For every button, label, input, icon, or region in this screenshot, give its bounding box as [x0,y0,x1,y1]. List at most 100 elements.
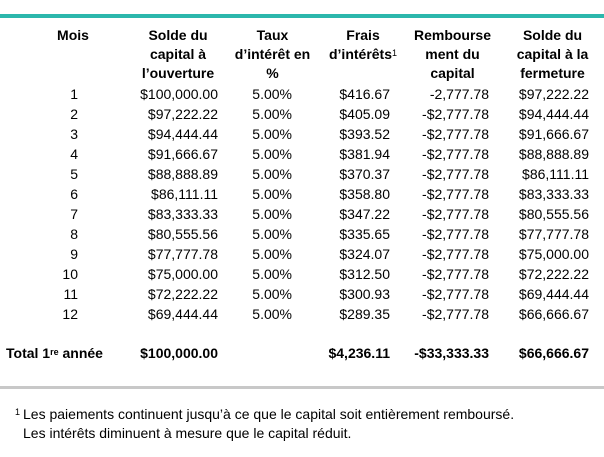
cell-capital-repayment: -$2,777.78 [422,266,489,282]
cell-opening-balance: $77,777.78 [147,246,218,262]
total-label-post: année [58,345,103,361]
cell-opening-balance: $72,222.22 [147,286,218,302]
cell-opening-balance: $100,000.00 [140,86,218,102]
cell-interest-rate: 5.00% [252,306,292,322]
cell-opening-balance: $83,333.33 [147,206,218,222]
cell-opening-balance: $94,444.44 [147,126,218,142]
cell-opening-balance: $86,111.11 [151,186,218,202]
cell-closing-balance: $94,444.44 [518,106,589,122]
cell-closing-balance: $72,222.22 [518,266,589,282]
cell-month: 12 [62,306,78,322]
footnote-line-2: Les intérêts diminuent à mesure que le c… [23,425,352,441]
table-row: 12 $69,444.44 5.00% $289.35 -$2,777.78 $66,66… [0,304,604,324]
cell-interest-charges: $370.37 [339,166,390,182]
table-row: 4 $91,666.67 5.00% $381.94 -$2,777.78 $88,888… [0,144,604,164]
cell-opening-balance: $69,444.44 [147,306,218,322]
header-month-line: Mois [57,27,89,43]
top-accent-rule [0,14,604,18]
cell-interest-rate: 5.00% [252,246,292,262]
header-opening-line-2: capital à [149,46,207,62]
cell-interest-charges: $358.80 [339,186,390,202]
cell-interest-rate: 5.00% [252,286,292,302]
cell-interest-rate: 5.00% [252,166,292,182]
cell-capital-repayment: -$2,777.78 [422,246,489,262]
cell-capital-repayment: -2,777.78 [429,86,489,102]
footnote-marker: 1 [15,407,21,417]
cell-interest-charges: $335.65 [339,226,390,242]
table-row: 7 $83,333.33 5.00% $347.22 -$2,777.78 $80,555… [0,204,604,224]
footnote-text-1: Les paiements continuent jusqu’à ce que … [23,406,515,422]
header-repayment-line-2: ment du [425,46,480,62]
cell-month: 1 [70,86,78,102]
header-repayment-line-1: Rembourse [413,27,492,43]
cell-month: 2 [70,106,78,122]
total-interest: $4,236.11 [328,345,390,361]
table-row: 3 $94,444.44 5.00% $393.52 -$2,777.78 $91,666… [0,124,604,144]
footnote-ref-marker: 1 [392,48,398,58]
footnote: 1 Les paiements continuent jusqu’à ce que… [15,405,514,443]
cell-closing-balance: $91,666.67 [518,126,589,142]
cell-closing-balance: $88,888.89 [518,146,589,162]
total-repayment: -$33,333.33 [414,345,489,361]
header-rate-line-3: % [266,65,279,81]
cell-month: 7 [70,206,78,222]
cell-interest-rate: 5.00% [252,186,292,202]
cell-month: 11 [63,286,78,302]
cell-opening-balance: $80,555.56 [147,226,218,242]
total-closing: $66,666.67 [518,345,589,361]
table-row: 9 $77,777.78 5.00% $324.07 -$2,777.78 $75,000… [0,244,604,264]
header-month: Mois [38,26,108,45]
bottom-divider-rule [0,386,604,389]
cell-opening-balance: $91,666.67 [147,146,218,162]
header-closing-line-1: Solde du [522,27,583,43]
cell-capital-repayment: -$2,777.78 [422,306,489,322]
cell-month: 8 [70,226,78,242]
cell-interest-charges: $324.07 [339,246,390,262]
table-row: 10 $75,000.00 5.00% $312.50 -$2,777.78 $72,22… [0,264,604,284]
header-interest-rate: Taux d’intérêt en % [225,26,320,83]
cell-capital-repayment: -$2,777.78 [422,106,489,122]
cell-interest-charges: $289.35 [339,306,390,322]
header-repayment-line-3: capital [430,65,475,81]
cell-opening-balance: $97,222.22 [147,106,218,122]
table-row: 6 $86,111.11 5.00% $358.80 -$2,777.78 $83,333… [0,184,604,204]
cell-month: 9 [70,246,78,262]
cell-capital-repayment: -$2,777.78 [422,146,489,162]
cell-interest-charges: $393.52 [339,126,390,142]
total-opening: $100,000.00 [140,345,218,361]
header-rate-line-1: Taux [256,27,289,43]
header-closing-balance: Solde du capital à la fermeture [505,26,600,83]
cell-interest-charges: $300.93 [339,286,390,302]
cell-month: 3 [70,126,78,142]
cell-interest-charges: $416.67 [339,86,390,102]
cell-interest-rate: 5.00% [252,146,292,162]
cell-interest-charges: $312.50 [339,266,390,282]
header-interest-line-2: d’intérêts1 [318,45,408,64]
header-interest-line-1: Frais [346,27,380,43]
total-label-pre: Total 1 [6,345,51,361]
cell-capital-repayment: -$2,777.78 [422,186,489,202]
total-row: Total 1re année $100,000.00 $4,236.11 -$… [0,342,604,364]
cell-capital-repayment: -$2,777.78 [422,206,489,222]
cell-opening-balance: $75,000.00 [147,266,218,282]
table-row: 5 $88,888.89 5.00% $370.37 -$2,777.78 $86,111… [0,164,604,184]
total-label-superscript: re [50,347,59,357]
total-label: Total 1re année [6,342,103,364]
cell-interest-rate: 5.00% [252,106,292,122]
cell-opening-balance: $88,888.89 [147,166,218,182]
amortization-table-body: 1 $100,000.00 5.00% $416.67 -2,777.78 $97,222… [0,84,604,324]
cell-interest-rate: 5.00% [252,206,292,222]
cell-interest-charges: $347.22 [339,206,390,222]
cell-closing-balance: $77,777.78 [518,226,589,242]
header-opening-balance: Solde du capital à l’ouverture [128,26,228,83]
table-row: 2 $97,222.22 5.00% $405.09 -$2,777.78 $94,444… [0,104,604,124]
header-capital-repayment: Rembourse ment du capital [405,26,500,83]
header-interest-charges: Frais d’intérêts1 [318,26,408,64]
header-opening-line-3: l’ouverture [141,65,215,81]
cell-closing-balance: $66,666.67 [518,306,589,322]
header-rate-line-2: d’intérêt en [234,46,311,62]
cell-capital-repayment: -$2,777.78 [422,286,489,302]
cell-month: 4 [70,146,78,162]
cell-interest-charges: $381.94 [339,146,390,162]
cell-capital-repayment: -$2,777.78 [422,166,489,182]
